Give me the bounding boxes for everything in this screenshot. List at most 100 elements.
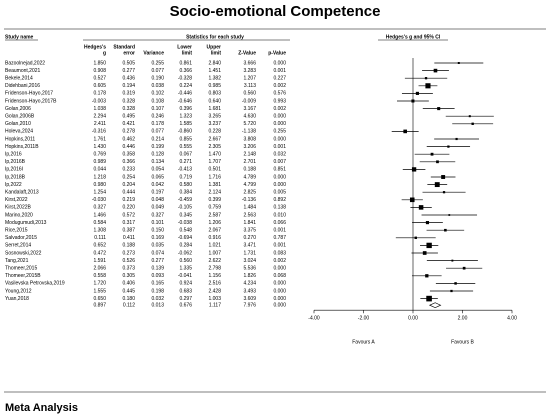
- stat-cell: 0.271: [179, 159, 192, 165]
- stat-cell: 1.308: [93, 228, 106, 234]
- stat-cell: 2.148: [243, 152, 256, 158]
- study-name: Yuan,2018: [5, 296, 29, 302]
- stat-cell: 2.305: [208, 144, 221, 150]
- stat-cell: 0.220: [122, 205, 135, 211]
- stat-cell: 1.585: [179, 121, 192, 127]
- stat-cell: 0.345: [179, 212, 192, 218]
- effect-square: [468, 115, 471, 118]
- stat-cell: 0.787: [273, 235, 286, 241]
- stat-cell: 0.527: [93, 76, 106, 82]
- stat-cell: 0.548: [179, 228, 192, 234]
- stat-cell: 0.107: [151, 106, 164, 112]
- study-name: Beaumont,2021: [5, 68, 41, 74]
- effect-square: [409, 197, 415, 203]
- stat-cell: 0.227: [273, 76, 286, 82]
- stat-cell: 0.384: [179, 190, 192, 196]
- stat-cell: -0.105: [178, 205, 192, 211]
- stat-cell: 0.576: [273, 91, 286, 97]
- stat-cell: 0.916: [208, 235, 221, 241]
- x-tick-label: -2.00: [358, 316, 370, 322]
- title: Socio-emotional Competence: [170, 3, 381, 20]
- x-tick-label: 0.00: [408, 316, 418, 322]
- stat-cell: 0.049: [151, 205, 164, 211]
- stat-cell: 1.707: [208, 159, 221, 165]
- study-name: Thomeer,2015: [5, 266, 37, 272]
- stat-cell: 0.042: [151, 182, 164, 188]
- study-name: Holeva,2024: [5, 129, 33, 135]
- stat-cell: 0.396: [179, 106, 192, 112]
- column-header: Upper: [207, 44, 222, 50]
- favours-left: Favours A: [352, 339, 375, 345]
- stat-cell: 0.855: [179, 136, 192, 142]
- study-name: Fridenson-Hayo,2017: [5, 91, 53, 97]
- study-name: Ip,2016B: [5, 159, 26, 165]
- stat-cell: 0.358: [122, 152, 135, 158]
- stat-cell: 0.366: [179, 68, 192, 74]
- stat-cell: 0.580: [179, 182, 192, 188]
- effect-square: [422, 251, 427, 255]
- stat-cell: 0.803: [208, 91, 221, 97]
- stat-cell: -0.062: [178, 250, 192, 256]
- stat-cell: 0.000: [273, 281, 286, 287]
- effect-square: [447, 145, 450, 148]
- stat-cell: 0.462: [122, 136, 135, 142]
- effect-square: [418, 205, 424, 210]
- stat-cell: 1.207: [243, 76, 256, 82]
- stat-cell: -0.009: [242, 98, 256, 104]
- stat-cell: 0.328: [122, 98, 135, 104]
- stat-cell: -1.138: [242, 129, 256, 135]
- stat-cell: 0.924: [179, 281, 192, 287]
- stat-cell: 1.451: [208, 68, 221, 74]
- stat-cell: 3.113: [244, 83, 256, 89]
- stat-cell: 0.002: [273, 106, 286, 112]
- study-name: Marino,2020: [5, 212, 33, 218]
- stat-cell: 0.188: [243, 167, 256, 173]
- stat-cell: 0.445: [122, 288, 135, 294]
- stat-cell: 2.563: [243, 212, 256, 218]
- stat-cell: 5.536: [243, 266, 256, 272]
- effect-square: [442, 191, 446, 194]
- stat-cell: 3.265: [208, 114, 221, 120]
- favours-right: Favours B: [451, 339, 474, 345]
- stat-cell: 0.067: [179, 152, 192, 158]
- stat-cell: 0.188: [122, 243, 135, 249]
- stat-cell: 0.134: [151, 159, 164, 165]
- column-header: Standard: [113, 44, 135, 50]
- stat-cell: 0.558: [93, 273, 106, 279]
- stat-cell: 0.650: [93, 296, 106, 302]
- stat-cell: 0.197: [151, 190, 164, 196]
- stat-cell: 0.077: [151, 129, 164, 135]
- stat-cell: 2.294: [93, 114, 106, 120]
- stat-cell: 1.218: [93, 174, 106, 180]
- stat-cell: 0.436: [122, 76, 135, 82]
- study-name: Bazoolnejad,2022: [5, 60, 45, 66]
- stat-cell: 0.255: [273, 129, 286, 135]
- footer: Meta Analysis: [5, 402, 78, 414]
- stat-cell: 0.002: [273, 258, 286, 264]
- stat-cell: 1.003: [208, 296, 221, 302]
- effect-square: [448, 214, 451, 216]
- stat-cell: 0.000: [273, 60, 286, 66]
- effect-square: [457, 62, 460, 64]
- effect-square: [455, 137, 458, 141]
- stat-cell: 0.892: [273, 197, 286, 203]
- stat-cell: -0.459: [178, 197, 192, 203]
- stat-cell: -0.041: [178, 273, 192, 279]
- stat-cell: 0.319: [122, 91, 135, 97]
- stat-cell: 1.038: [93, 106, 106, 112]
- column-header: Variance: [143, 50, 164, 56]
- stat-cell: 0.560: [179, 258, 192, 264]
- stat-cell: -0.694: [178, 235, 192, 241]
- stat-cell: 0.035: [151, 243, 164, 249]
- effect-square: [436, 160, 439, 164]
- stat-cell: 0.572: [122, 212, 135, 218]
- study-name: Ip,2016: [5, 152, 22, 158]
- stat-cell: 1.850: [93, 60, 106, 66]
- stat-cell: 0.005: [273, 190, 286, 196]
- stat-cell: 0.102: [151, 91, 164, 97]
- stat-cell: 0.387: [122, 228, 135, 234]
- effect-square: [434, 182, 440, 188]
- stat-cell: -0.860: [178, 129, 192, 135]
- stat-cell: 2.411: [94, 121, 106, 127]
- column-header: limit: [211, 50, 222, 56]
